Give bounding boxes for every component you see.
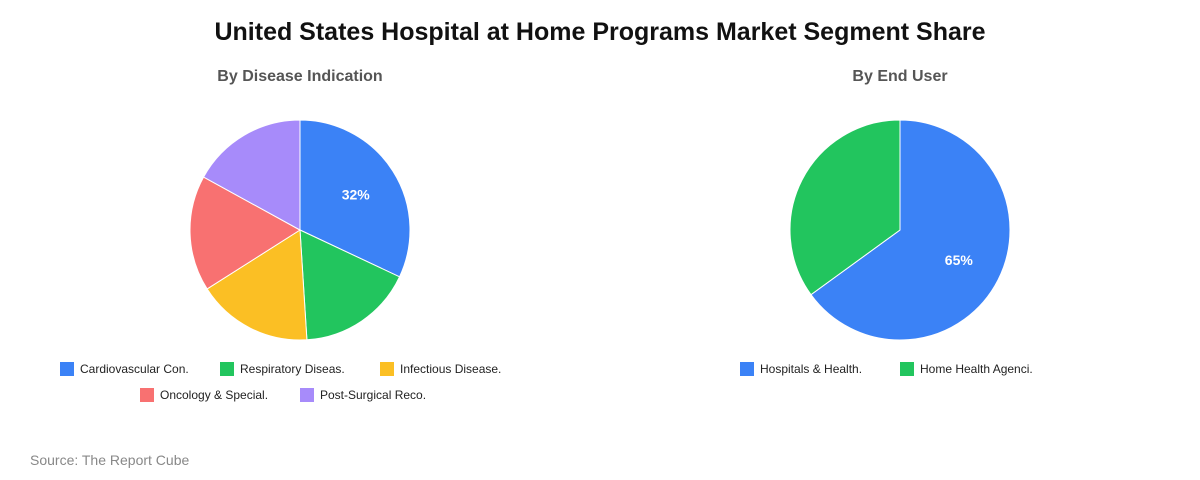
legend-label: Cardiovascular Con. — [80, 362, 189, 376]
legend-swatch — [220, 362, 234, 376]
pie-right-title: By End User — [852, 68, 948, 85]
legend-item-disease-3: Oncology & Special. — [140, 388, 268, 402]
legend-label: Infectious Disease. — [400, 362, 502, 376]
legend-label: Home Health Agenci. — [920, 362, 1033, 376]
legend-item-disease-0: Cardiovascular Con. — [60, 362, 189, 376]
pie-data-label-end-user-0: 65% — [945, 252, 974, 268]
pie-slice-disease-2 — [206, 229, 308, 341]
legend-item-disease-1: Respiratory Diseas. — [220, 362, 345, 376]
legend-label: Respiratory Diseas. — [240, 362, 345, 376]
legend-label: Post-Surgical Reco. — [320, 388, 427, 402]
pie-slice-disease-4 — [202, 119, 301, 231]
pie-slice-disease-3 — [189, 176, 301, 290]
legend-swatch — [300, 388, 314, 402]
chart-title: United States Hospital at Home Programs … — [214, 18, 986, 46]
legend-item-disease-4: Post-Surgical Reco. — [300, 388, 426, 402]
legend-label: Hospitals & Health. — [760, 362, 863, 376]
legend-swatch — [140, 388, 154, 402]
legend-item-end-user-0: Hospitals & Health. — [740, 362, 862, 376]
legend-item-end-user-1: Home Health Agenci. — [900, 362, 1033, 376]
legend-label: Oncology & Special. — [160, 388, 269, 402]
legend-swatch — [740, 362, 754, 376]
legend-swatch — [60, 362, 74, 376]
legend-swatch — [900, 362, 914, 376]
legend-item-disease-2: Infectious Disease. — [380, 362, 501, 376]
source-note: Source: The Report Cube — [30, 452, 190, 468]
pie-slice-disease-1 — [299, 229, 401, 341]
pie-left-title: By Disease Indication — [217, 68, 383, 85]
pie-data-label-disease-0: 32% — [342, 187, 371, 203]
pie-slice-end-user-1 — [789, 119, 901, 296]
legend-swatch — [380, 362, 394, 376]
pie-slice-end-user-0 — [810, 119, 1011, 341]
pie-slice-disease-0 — [299, 119, 411, 278]
